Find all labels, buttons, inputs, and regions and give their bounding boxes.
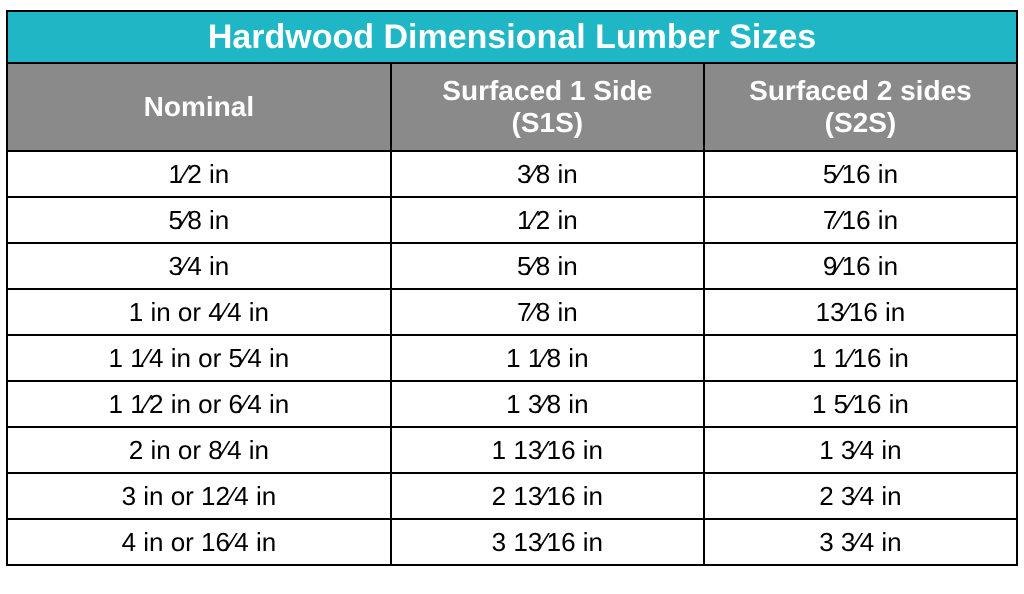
table-cell: 1 13⁄16 in [391,427,704,473]
table-body: 1⁄2 in3⁄8 in5⁄16 in5⁄8 in1⁄2 in7⁄16 in3⁄… [7,151,1017,565]
col-header-s1s: Surfaced 1 Side (S1S) [391,63,704,151]
table-cell: 2 in or 8⁄4 in [7,427,391,473]
table-row: 2 in or 8⁄4 in1 13⁄16 in1 3⁄4 in [7,427,1017,473]
table-cell: 1 1⁄4 in or 5⁄4 in [7,335,391,381]
table-title: Hardwood Dimensional Lumber Sizes [7,11,1017,63]
table-cell: 1 1⁄2 in or 6⁄4 in [7,381,391,427]
table-cell: 7⁄16 in [704,197,1017,243]
table-cell: 1⁄2 in [7,151,391,197]
table-cell: 1 in or 4⁄4 in [7,289,391,335]
table-cell: 7⁄8 in [391,289,704,335]
lumber-sizes-table: Hardwood Dimensional Lumber Sizes Nomina… [6,10,1018,566]
table-cell: 3 13⁄16 in [391,519,704,565]
table-row: 4 in or 16⁄4 in3 13⁄16 in3 3⁄4 in [7,519,1017,565]
table-cell: 1 1⁄16 in [704,335,1017,381]
table-cell: 3⁄8 in [391,151,704,197]
col-header-line1: Nominal [144,91,254,122]
col-header-line2: (S2S) [825,107,897,138]
table-cell: 9⁄16 in [704,243,1017,289]
table-cell: 3⁄4 in [7,243,391,289]
table-cell: 1⁄2 in [391,197,704,243]
table-row: 1 in or 4⁄4 in7⁄8 in13⁄16 in [7,289,1017,335]
table-cell: 3 in or 12⁄4 in [7,473,391,519]
table-cell: 1 1⁄8 in [391,335,704,381]
col-header-line2: (S1S) [512,107,584,138]
table-cell: 3 3⁄4 in [704,519,1017,565]
col-header-s2s: Surfaced 2 sides (S2S) [704,63,1017,151]
table-cell: 5⁄8 in [391,243,704,289]
table-cell: 5⁄16 in [704,151,1017,197]
table-cell: 1 3⁄8 in [391,381,704,427]
col-header-nominal: Nominal [7,63,391,151]
table-row: 3 in or 12⁄4 in2 13⁄16 in2 3⁄4 in [7,473,1017,519]
col-header-line1: Surfaced 1 Side [442,75,652,106]
table-cell: 1 5⁄16 in [704,381,1017,427]
table-cell: 2 3⁄4 in [704,473,1017,519]
table-cell: 4 in or 16⁄4 in [7,519,391,565]
table-cell: 1 3⁄4 in [704,427,1017,473]
table-row: 1 1⁄4 in or 5⁄4 in1 1⁄8 in1 1⁄16 in [7,335,1017,381]
table-cell: 2 13⁄16 in [391,473,704,519]
table-cell: 5⁄8 in [7,197,391,243]
table-cell: 13⁄16 in [704,289,1017,335]
table-row: 1⁄2 in3⁄8 in5⁄16 in [7,151,1017,197]
table-row: 3⁄4 in5⁄8 in9⁄16 in [7,243,1017,289]
col-header-line1: Surfaced 2 sides [749,75,972,106]
table-row: 1 1⁄2 in or 6⁄4 in1 3⁄8 in1 5⁄16 in [7,381,1017,427]
table-row: 5⁄8 in1⁄2 in7⁄16 in [7,197,1017,243]
